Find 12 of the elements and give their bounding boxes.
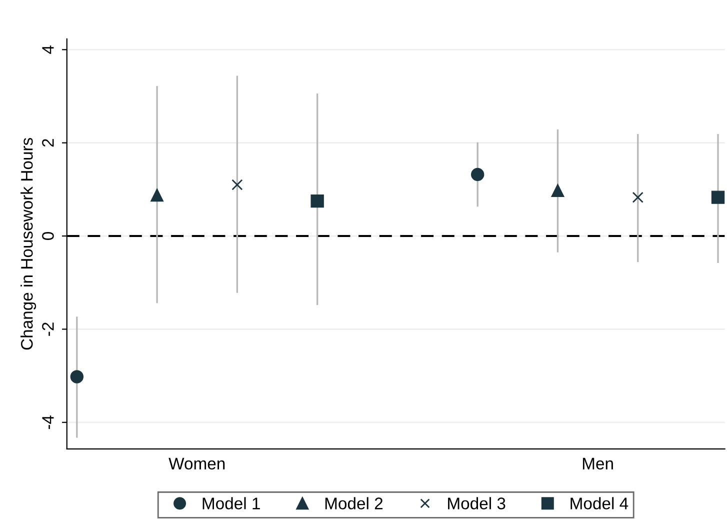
y-tick-label: -4 (42, 415, 54, 430)
y-tick-label: 4 (42, 45, 54, 54)
y-tick-label: 2 (42, 139, 54, 147)
y-axis-title: Change in Housework Hours (20, 138, 36, 350)
legend-label: Model 3 (448, 497, 506, 510)
x-tick-label: Men (582, 458, 613, 470)
legend-label: Model 1 (202, 497, 260, 510)
y-tick-label: 0 (42, 232, 54, 240)
y-tick-label: -2 (42, 322, 54, 336)
x-tick-label: Women (168, 458, 225, 470)
legend-label: Model 4 (570, 497, 628, 510)
legend-label: Model 2 (325, 497, 383, 510)
